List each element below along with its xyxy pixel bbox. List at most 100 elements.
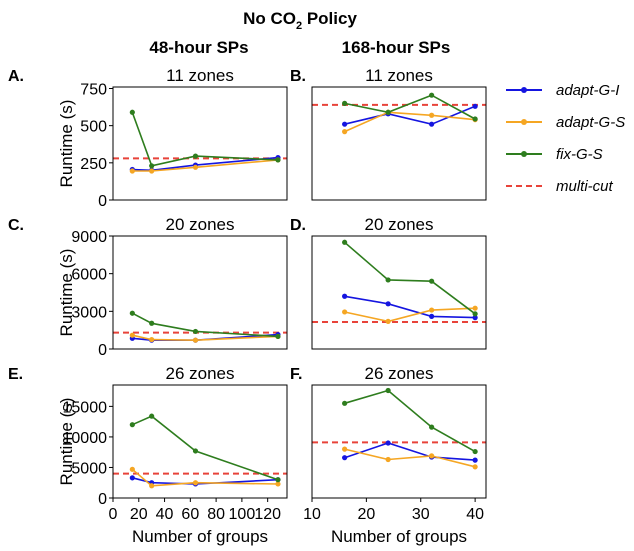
series-line-fix-g-s	[131, 112, 279, 167]
series-line-adapt-g-s	[344, 448, 476, 468]
data-point-adapt-g-s	[149, 483, 155, 489]
data-point-adapt-g-i	[472, 103, 478, 109]
data-point-adapt-g-s	[429, 112, 435, 118]
x-tick-label: 0	[109, 506, 118, 523]
plot-frame	[311, 384, 487, 499]
panel-c: 0 3000 6000 9000 20 zones C. Runtime (s)	[8, 215, 288, 359]
x-tick-label: 100	[229, 506, 256, 523]
y-tick-label: 9000	[71, 229, 107, 246]
series-line-adapt-g-i	[344, 105, 476, 126]
y-tick-label: 5000	[71, 460, 107, 477]
data-point-fix-g-s	[342, 239, 348, 245]
y-axis-label: Runtime (s)	[57, 249, 76, 337]
data-point-adapt-g-s	[149, 168, 155, 174]
data-point-adapt-g-s	[472, 305, 478, 311]
data-point-adapt-g-s	[342, 446, 348, 452]
panel-title: 26 zones	[365, 364, 434, 383]
data-point-fix-g-s	[429, 278, 435, 284]
series-line-fix-g-s	[344, 389, 476, 453]
panel-letter: D.	[290, 217, 306, 234]
data-point-fix-g-s	[472, 311, 478, 317]
panel-title: 11 zones	[365, 66, 433, 85]
data-point-fix-g-s	[275, 157, 281, 163]
y-tick-label: 6000	[71, 267, 107, 284]
data-point-fix-g-s	[149, 163, 155, 169]
plot-frame	[311, 86, 487, 201]
series-line-adapt-g-i	[132, 156, 279, 172]
data-point-adapt-g-s	[149, 336, 155, 343]
data-point-fix-g-s	[472, 448, 478, 455]
panel-e: 0 5000 10000 15000 0 20 40 60 80 100 120 26 zones E.…	[8, 364, 288, 546]
panel-title: 20 zones	[365, 215, 434, 234]
series-line-adapt-g-i	[344, 295, 476, 319]
data-point-adapt-g-s	[429, 453, 435, 459]
data-point-fix-g-s	[385, 277, 391, 283]
panel-title: 26 zones	[166, 364, 235, 383]
data-point-fix-g-s	[129, 310, 135, 316]
panel-title: 11 zones	[166, 66, 234, 85]
y-tick-label: 15000	[63, 399, 108, 416]
data-point-adapt-g-s	[129, 466, 135, 472]
panel-letter: C.	[8, 217, 24, 234]
figure-title: No CO2 Policy	[243, 9, 357, 32]
data-point-fix-g-s	[342, 400, 348, 406]
y-tick-label: 0	[98, 342, 107, 359]
data-point-adapt-g-i	[429, 121, 435, 127]
data-point-fix-g-s	[149, 320, 155, 326]
data-point-adapt-g-s	[385, 456, 391, 463]
data-point-adapt-g-i	[129, 475, 135, 481]
legend-item-adapt-g-s: adapt-G-S	[506, 114, 625, 131]
data-point-fix-g-s	[385, 387, 391, 394]
data-point-adapt-g-i	[472, 315, 478, 321]
series-line-adapt-g-s	[132, 334, 279, 342]
series-line-adapt-g-i	[132, 477, 279, 485]
series-line-fix-g-s	[344, 241, 476, 315]
x-tick-label: 80	[207, 506, 225, 523]
data-point-fix-g-s	[472, 116, 478, 122]
panel-d: 20 zones D.	[290, 215, 487, 350]
plot-frame	[112, 384, 288, 499]
y-tick-label: 250	[80, 156, 107, 173]
data-point-adapt-g-s	[472, 464, 478, 470]
data-point-adapt-g-i	[342, 121, 348, 127]
x-tick-label: 20	[130, 506, 148, 523]
data-point-adapt-g-i	[472, 457, 478, 463]
series-line-adapt-g-s	[344, 111, 476, 133]
plot-frame	[112, 86, 288, 201]
data-point-fix-g-s	[129, 109, 135, 115]
data-point-fix-g-s	[192, 448, 199, 454]
series-line-fix-g-s	[131, 312, 279, 338]
data-point-fix-g-s	[192, 328, 199, 335]
legend: adapt-G-I adapt-G-S fix-G-S multi-cut	[506, 82, 625, 195]
data-point-fix-g-s	[149, 413, 155, 419]
data-point-fix-g-s	[129, 422, 135, 428]
legend-marker	[521, 151, 527, 157]
panel-letter: E.	[8, 366, 23, 383]
data-point-adapt-g-s	[275, 481, 281, 487]
column-header-48h: 48-hour SPs	[149, 38, 248, 57]
y-tick-label: 750	[80, 81, 107, 98]
data-point-adapt-g-s	[192, 480, 199, 486]
panel-letter: F.	[290, 366, 302, 383]
data-point-adapt-g-s	[192, 164, 199, 170]
data-point-fix-g-s	[275, 477, 281, 483]
data-point-adapt-g-s	[192, 337, 199, 343]
data-point-adapt-g-s	[129, 168, 135, 174]
legend-marker	[521, 87, 527, 93]
data-point-fix-g-s	[192, 153, 199, 159]
column-header-168h: 168-hour SPs	[342, 38, 451, 57]
x-tick-label: 40	[466, 506, 484, 523]
x-tick-label: 20	[357, 506, 375, 523]
panel-letter: A.	[8, 68, 24, 85]
y-axis-label: Runtime (s)	[57, 100, 76, 188]
legend-label: fix-G-S	[556, 146, 603, 163]
x-axis-label: Number of groups	[132, 527, 268, 546]
series-line-adapt-g-s	[132, 159, 279, 172]
y-tick-label: 500	[80, 119, 107, 136]
x-tick-label: 10	[303, 506, 321, 523]
panels-group: 0 250 500 750 11 zones A. Runtime (s) 11 zones B…	[8, 66, 487, 546]
series-line-fix-g-s	[131, 415, 279, 481]
data-point-adapt-g-i	[342, 293, 348, 299]
data-point-adapt-g-s	[342, 309, 348, 315]
